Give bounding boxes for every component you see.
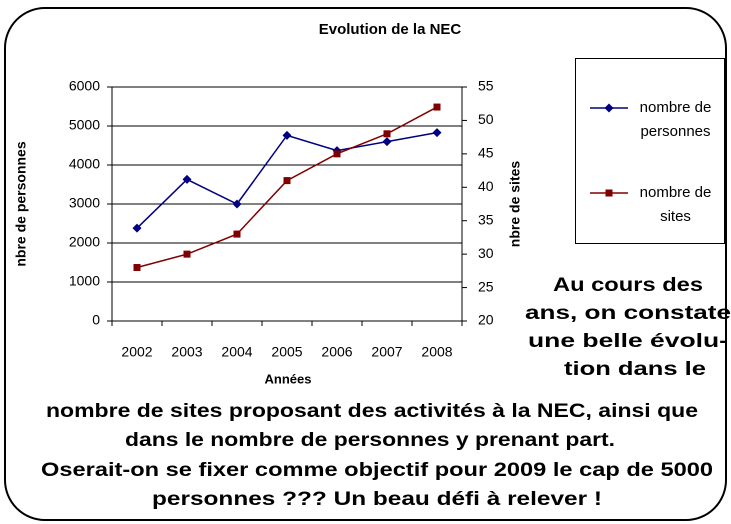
x-tick-label: 2004 [221,344,252,360]
y2-tick-label: 25 [478,278,494,294]
x-tick-label: 2006 [321,344,352,360]
caption-line: tion dans le [564,359,706,380]
y2-tick-label: 30 [478,245,494,261]
marker [382,137,392,147]
y-tick-label: 0 [92,312,100,328]
legend-entry: nombre de personnes [588,96,723,144]
caption-line: nombre de sites proposant des activités … [46,401,698,422]
marker [605,189,613,197]
legend-swatch [590,189,628,197]
y-tick-label: 4000 [69,156,100,172]
caption-line: une belle évolu- [528,331,728,352]
y-tick-label: 5000 [69,117,100,133]
frame [4,7,727,521]
marker [383,130,391,138]
y-tick-label: 2000 [69,234,100,250]
y2-tick-label: 45 [478,145,494,161]
x-axis-title: Années [265,371,312,386]
marker [604,103,614,113]
chart-title: Evolution de la NEC [319,21,462,38]
y2-tick-label: 35 [478,211,494,227]
legend-entry: nombre de sites [588,181,723,229]
marker [432,128,442,138]
y2-tick-label: 55 [478,78,494,94]
marker [183,250,191,258]
y-tick-label: 1000 [69,273,100,289]
marker [133,264,141,272]
legend-label: nombre de personnes [639,99,712,140]
y-tick-label: 6000 [69,78,100,94]
x-tick-label: 2007 [371,344,402,360]
marker [233,230,241,238]
marker [283,177,291,185]
y2-axis-title: nbre de sites [507,161,523,248]
legend: nombre de personnes nombre de sites [575,58,725,244]
x-tick-label: 2003 [171,344,202,360]
caption-line: dans le nombre de personnes y prenant pa… [125,430,615,451]
x-tick-label: 2005 [271,344,302,360]
legend-swatch [590,103,628,113]
marker [333,150,341,158]
marker [132,223,142,233]
caption-line: Oserait-on se fixer comme objectif pour … [41,460,713,481]
y2-tick-label: 50 [478,111,494,127]
marker [182,174,192,184]
marker [232,199,242,209]
caption-line: Au cours des [553,275,703,296]
legend-label: nombre de sites [639,184,712,225]
y-tick-label: 3000 [69,195,100,211]
y2-tick-label: 40 [478,178,494,194]
x-tick-label: 2008 [421,344,452,360]
marker [282,130,292,140]
caption-line: ans, on constate [525,303,731,324]
caption-line: personnes ??? Un beau défi à relever ! [152,489,602,510]
x-tick-label: 2002 [121,344,152,360]
marker [433,103,441,111]
y2-tick-label: 20 [478,312,494,328]
y-axis-title: nbre de personnes [13,141,29,266]
